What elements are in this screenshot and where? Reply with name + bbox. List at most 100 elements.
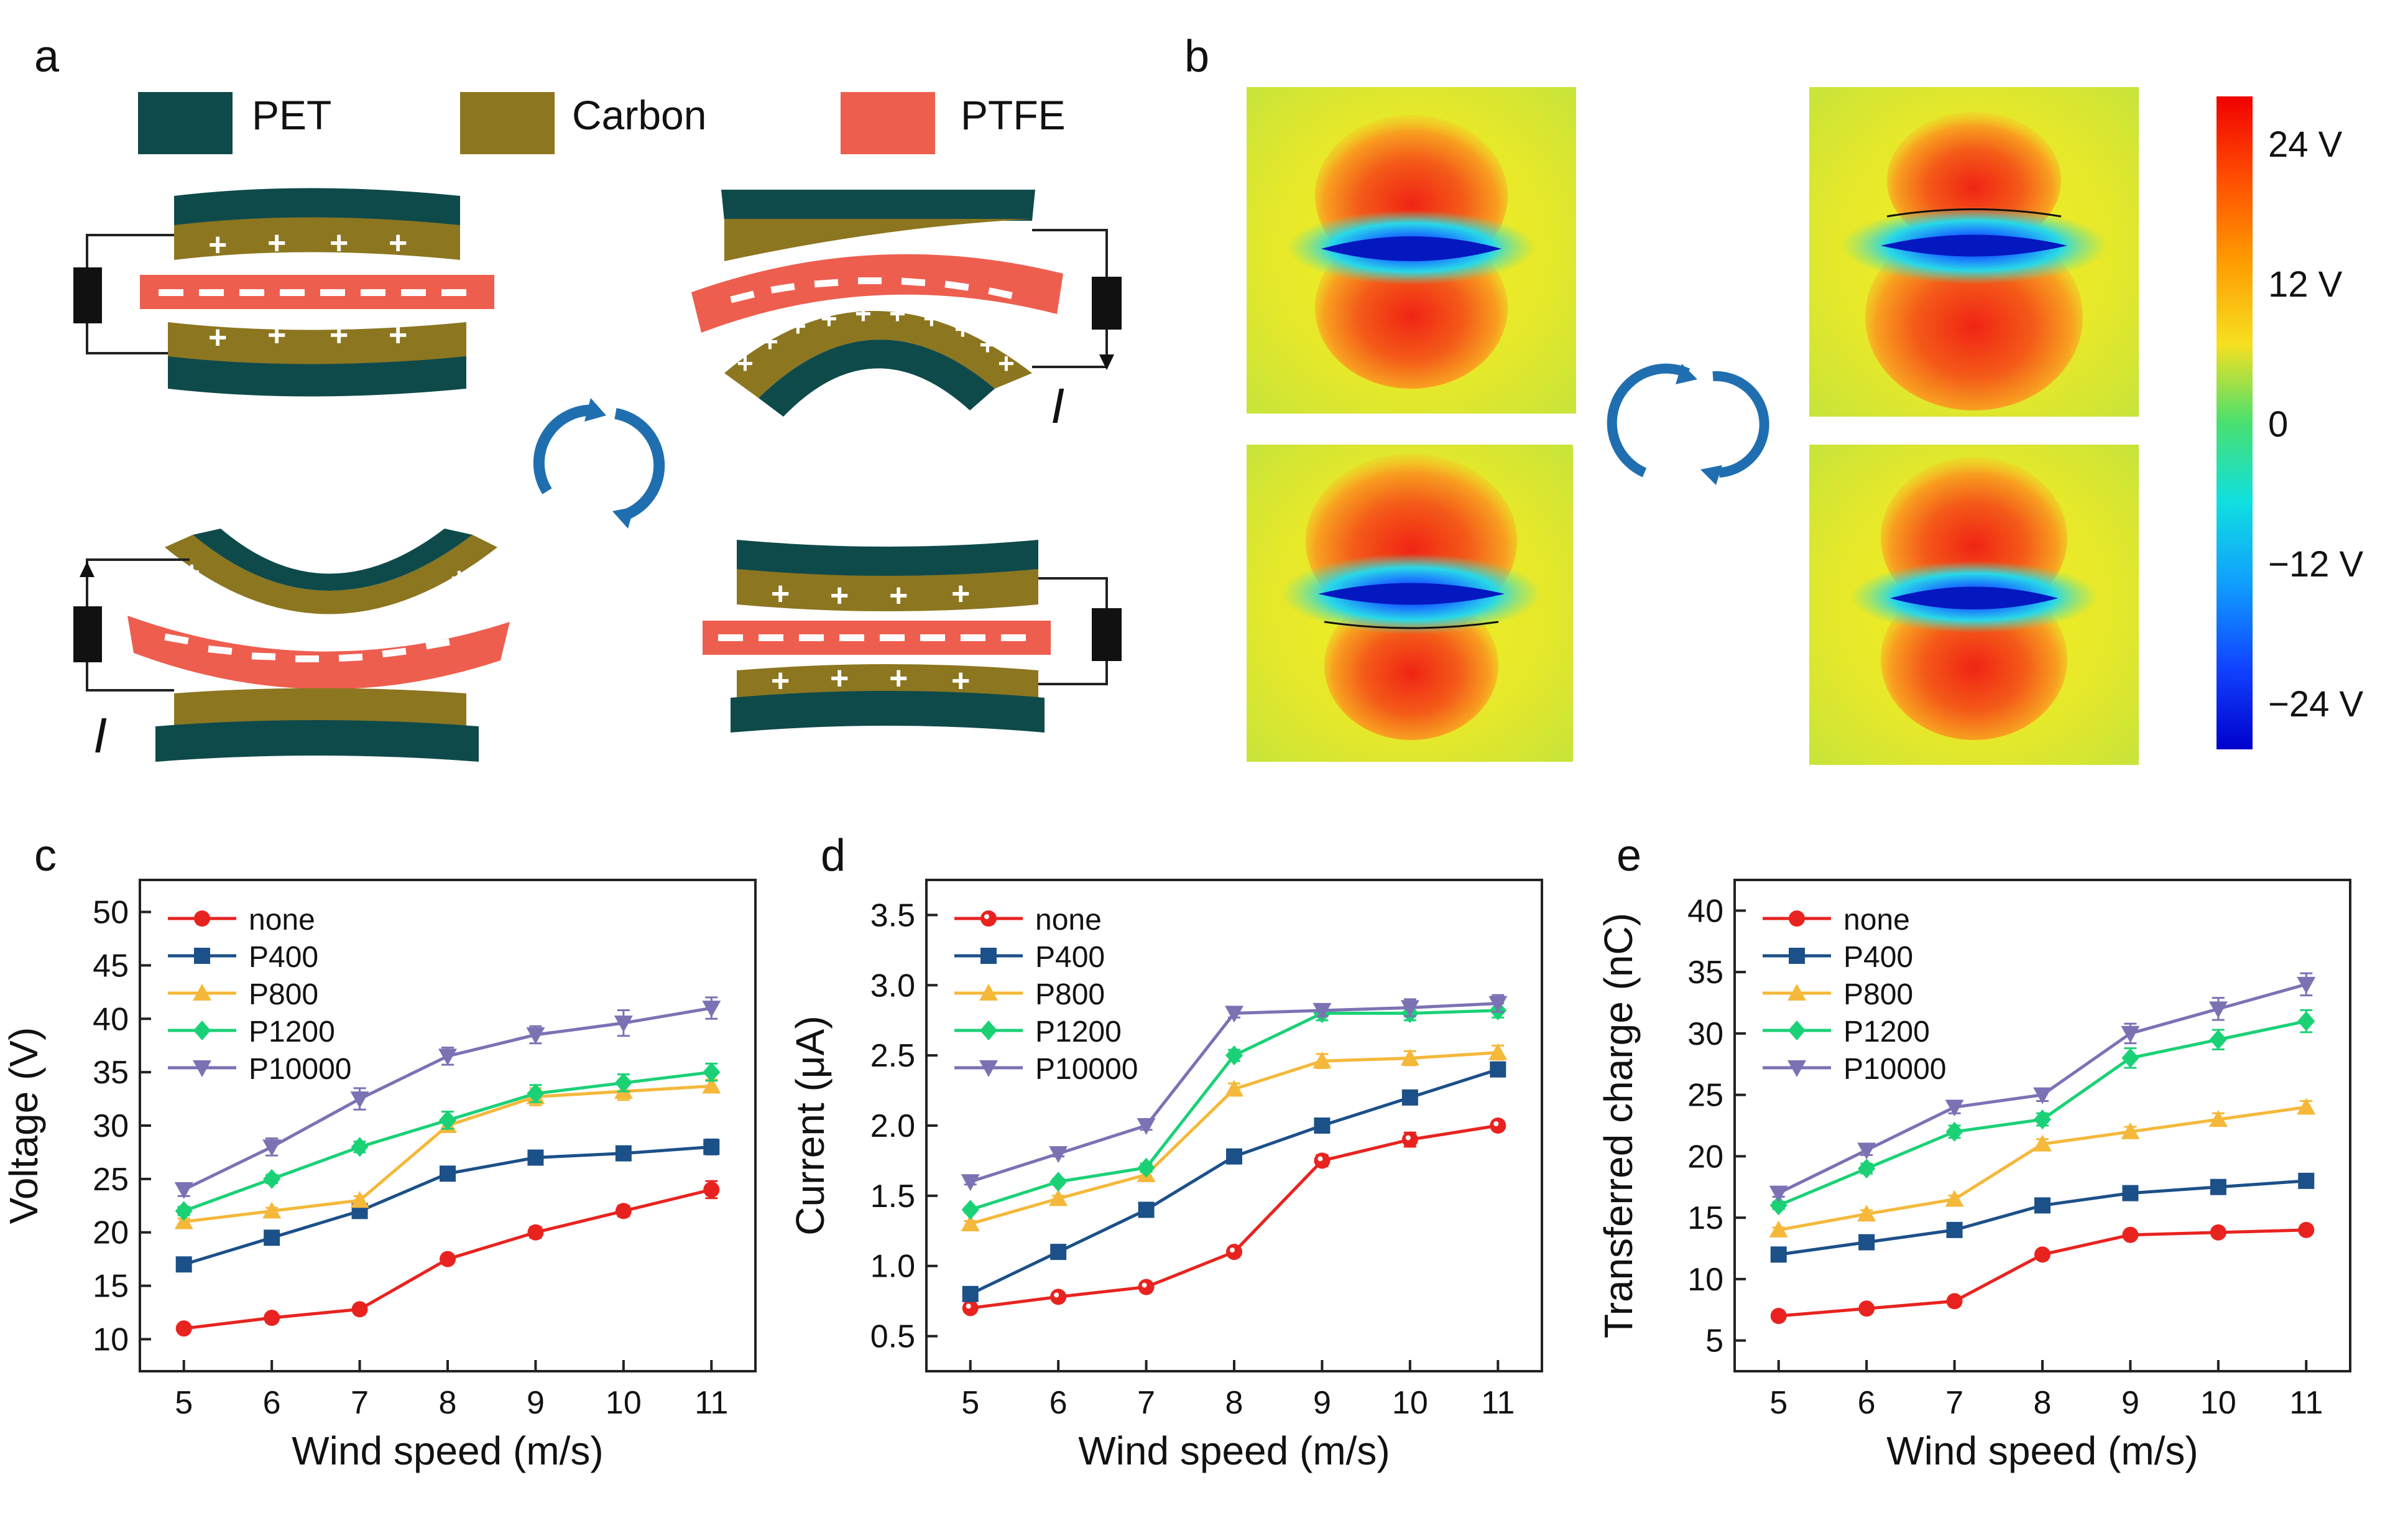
- data-point: [262, 1201, 282, 1219]
- x-tick-label: 6: [1858, 1385, 1876, 1421]
- data-point: [1050, 1289, 1067, 1305]
- svg-text:+: +: [954, 313, 971, 345]
- legend-marker: [1788, 1060, 1806, 1077]
- data-point: [614, 1016, 633, 1033]
- legend-label: P800: [1035, 978, 1105, 1011]
- legend-label: P1200: [249, 1016, 335, 1048]
- carbon-swatch: [460, 92, 555, 154]
- data-point: [1490, 1061, 1506, 1078]
- svg-text:+: +: [889, 578, 908, 614]
- data-point: [439, 1110, 456, 1131]
- data-point: [1137, 1157, 1155, 1178]
- svg-text:+: +: [283, 607, 300, 639]
- colorbar-ticks: 24 V 12 V 0 −12 V −24 V: [2268, 124, 2363, 724]
- svg-text:+: +: [821, 302, 837, 335]
- data-point: [961, 1215, 980, 1231]
- svg-text:+: +: [385, 599, 402, 631]
- data-point: [2298, 1172, 2315, 1189]
- data-point: [1049, 1189, 1068, 1206]
- data-point: [615, 1145, 632, 1162]
- data-point: [1401, 1131, 1418, 1148]
- svg-text:+: +: [771, 663, 790, 699]
- data-point: [527, 1083, 545, 1104]
- data-point: [174, 1182, 193, 1200]
- chart-voltage: 5 6 7 8 9 10 11 10 15 20 25 30 35 40 45 50 Wind speed (m…: [1, 879, 757, 1473]
- y-tick-label: 50: [93, 895, 129, 931]
- data-point: [2034, 1109, 2051, 1130]
- series-p800: [1769, 1098, 2316, 1238]
- data-point: [2210, 1178, 2226, 1195]
- plot-frame: [925, 879, 1543, 1372]
- legend-marker: [979, 1060, 998, 1077]
- series-none: [175, 1180, 720, 1337]
- series-line: [183, 1070, 712, 1213]
- colorbar-tick-label: −12 V: [2268, 544, 2363, 585]
- legend-marker: [194, 910, 210, 927]
- legend-label: P400: [1035, 941, 1105, 974]
- data-point: [1400, 1048, 1419, 1066]
- x-tick-label: 5: [1769, 1385, 1788, 1421]
- legend-marker: [1788, 984, 1806, 1001]
- ptfe-swatch: [841, 92, 935, 154]
- data-point: [438, 1048, 457, 1066]
- legend-label: P10000: [249, 1053, 352, 1086]
- x-tick-label: 10: [606, 1385, 642, 1421]
- svg-text:+: +: [389, 225, 407, 261]
- panel-label-e: e: [1617, 831, 1641, 881]
- data-point: [1945, 1121, 1963, 1142]
- x-tick-label: 11: [2289, 1385, 2323, 1421]
- svg-text:+: +: [351, 607, 368, 639]
- x-axis-label: Wind speed (m/s): [292, 1428, 603, 1473]
- data-point: [351, 1301, 368, 1318]
- legend-marker: [980, 1020, 997, 1040]
- series-p10000: [1769, 972, 2316, 1203]
- legend: none P400 P800 P1200 P10000: [1763, 904, 1947, 1086]
- data-point: [1770, 1308, 1787, 1325]
- y-tick-label: 5: [1705, 1323, 1723, 1359]
- legend-marker: [1789, 910, 1805, 927]
- x-tick-label: 9: [1313, 1385, 1331, 1421]
- data-point: [350, 1091, 369, 1109]
- data-point: [1050, 1244, 1067, 1261]
- y-tick-label: 25: [1687, 1078, 1723, 1114]
- carbon-layer: [168, 322, 466, 366]
- pet-swatch: [138, 92, 233, 154]
- x-tick-label: 9: [527, 1385, 545, 1421]
- data-point: [1769, 1195, 1788, 1216]
- current-label: I: [93, 708, 107, 763]
- x-tick-label: 7: [1137, 1385, 1155, 1421]
- y-axis-label: Current (μA): [788, 1016, 833, 1235]
- svg-text:+: +: [855, 297, 872, 330]
- carbon-layer: [174, 217, 460, 260]
- data-point: [2208, 1001, 2228, 1019]
- legend-label: P10000: [1035, 1053, 1138, 1086]
- data-point: [962, 1300, 979, 1316]
- data-point: [703, 1182, 720, 1198]
- data-point: [1138, 1279, 1155, 1295]
- carbon-layer-bent: [724, 311, 1032, 398]
- data-point: [175, 1320, 192, 1337]
- data-point: [350, 1191, 369, 1208]
- y-tick-label: 10: [1687, 1262, 1723, 1298]
- svg-text:+: +: [771, 576, 790, 612]
- x-tick-label: 10: [2200, 1385, 2236, 1421]
- series-line: [969, 1068, 1499, 1296]
- legend-marker: [193, 1060, 211, 1077]
- data-point: [1314, 1152, 1331, 1169]
- current-arrow: [80, 562, 95, 577]
- panel-label-b: b: [1184, 32, 1209, 81]
- legend-label: none: [1035, 904, 1102, 937]
- legend: none P400 P800 P1200 P10000: [168, 904, 352, 1086]
- data-point: [2033, 1134, 2052, 1152]
- x-axis-label: Wind speed (m/s): [1078, 1428, 1390, 1473]
- y-tick-label: 40: [93, 1001, 129, 1037]
- data-point: [1769, 1185, 1788, 1203]
- data-point: [1488, 996, 1508, 1013]
- series-line: [1778, 1179, 2307, 1256]
- pet-layer: [174, 188, 460, 227]
- legend-label: none: [1843, 904, 1910, 937]
- legend-marker: [193, 1020, 211, 1040]
- series-p10000: [174, 996, 721, 1200]
- legend-label: none: [249, 904, 315, 937]
